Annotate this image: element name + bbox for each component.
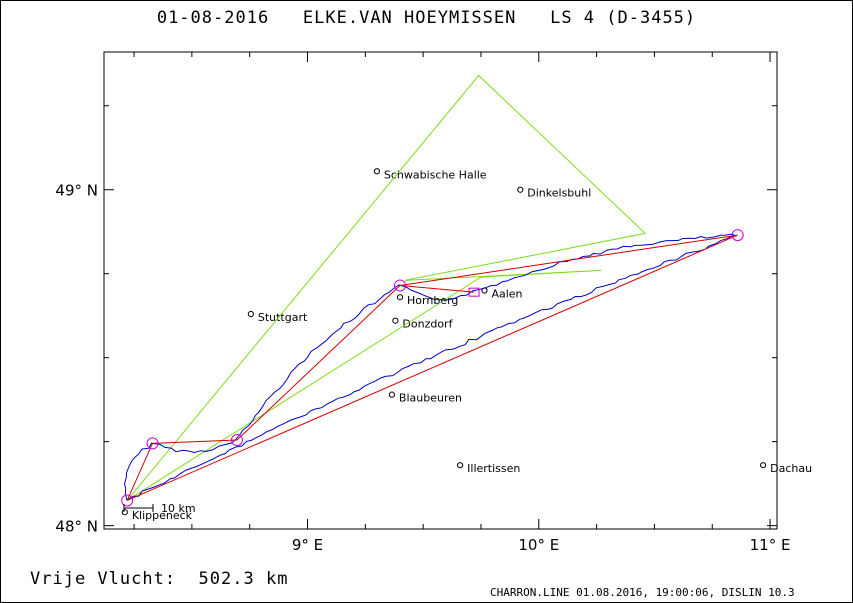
city-marker: [247, 310, 254, 318]
city-name: Blaubeuren: [399, 392, 462, 405]
city-name: Schwabische Halle: [384, 168, 487, 181]
city-layer: Schwabische Halle Dinkelsbuhl Stuttgart Aal…: [121, 168, 812, 522]
x-axis-label: 10° E: [518, 536, 559, 554]
city-name: Dinkelsbuhl: [527, 187, 591, 200]
pilot-name: ELKE.VAN HOEYMISSEN: [302, 8, 517, 28]
city-name: Stuttgart: [258, 311, 308, 324]
city-name: Hornberg: [407, 294, 458, 307]
flight-date: 01-08-2016: [156, 8, 270, 28]
city-marker: [121, 509, 128, 516]
x-axis-label: 11° E: [750, 536, 791, 554]
city-name: Dachau: [770, 462, 812, 475]
flight-track-line: [123, 233, 737, 501]
distance-label-text: Vrije Vlucht:: [30, 569, 177, 589]
city-marker: [388, 391, 396, 398]
y-axis-label: 48° N: [55, 518, 98, 536]
map-plot-area: [103, 51, 778, 530]
city-name: Aalen: [491, 288, 522, 301]
x-axis-label: 9° E: [292, 536, 323, 554]
flight-track-layer: [123, 233, 737, 501]
turnpoint-marker: [394, 279, 407, 292]
turnpoint-marker: [121, 494, 134, 507]
city-name: Donzdorf: [402, 318, 453, 331]
city-name: Klippeneck: [132, 509, 193, 522]
turnpoint-marker: [230, 433, 243, 446]
turnpoint-marker: [146, 437, 159, 450]
y-axis-label: 49° N: [55, 182, 98, 200]
city-marker: [760, 462, 767, 469]
city-marker: [517, 186, 524, 193]
optimized-route-line: [126, 74, 647, 501]
city-name: Illertissen: [467, 462, 520, 475]
credits-line: CHARRON.LINE 01.08.2016, 19:00:06, DISLI…: [490, 586, 795, 599]
flight-title: 01-08-2016 ELKE.VAN HOEYMISSEN LS 4 (D-3…: [0, 8, 853, 28]
city-marker: [457, 462, 464, 469]
turnpoint-marker: [731, 229, 744, 242]
scale-bar: 10 km: [123, 502, 196, 515]
free-flight-distance: Vrije Vlucht: 502.3 km: [30, 569, 288, 589]
task-layer: [126, 234, 738, 501]
glider-class: LS 4 (D-3455): [550, 8, 697, 28]
scale-bar-label: 10 km: [161, 502, 196, 515]
city-marker: [396, 294, 404, 301]
city-marker: [373, 168, 381, 175]
optimized-route-layer: [126, 74, 647, 501]
distance-value: 502.3 km: [198, 569, 289, 589]
city-marker: [392, 317, 399, 324]
turnpoint-marker: [468, 287, 480, 297]
task-line: [126, 234, 738, 501]
turnpoint-layer: [121, 229, 744, 507]
axis-ticks: 9° E 10° E 11° E 48° N 49° N: [55, 52, 790, 554]
